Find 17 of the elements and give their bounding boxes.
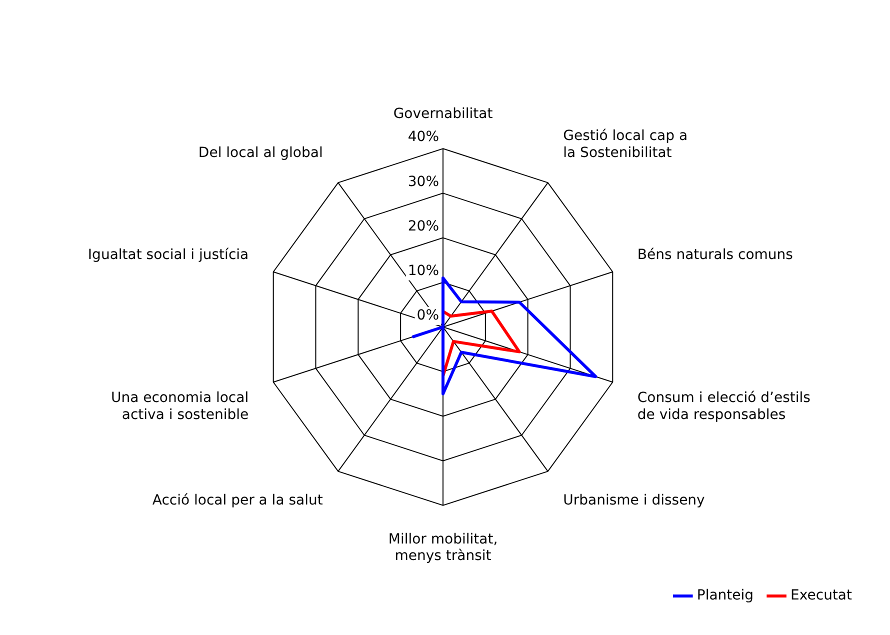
spoke-label: Consum i elecció d’estils de vida responsables <box>637 390 810 424</box>
y-tick-label: 30% <box>408 174 439 190</box>
spoke-label: Béns naturals comuns <box>637 247 793 264</box>
legend-label: Planteig <box>696 588 754 604</box>
spoke-label: Urbanisme i disseny <box>563 492 705 508</box>
spoke-label: Una economia local activa i sostenible <box>110 390 249 424</box>
spoke-label: Del local al global <box>198 144 323 161</box>
spoke-label: Igualtat social i justícia <box>88 247 249 264</box>
spoke-label: Governabilitat <box>393 106 494 122</box>
y-tick-label: 20% <box>408 218 439 234</box>
spoke-label: Millor mobilitat, menys trànsit <box>388 531 498 564</box>
spoke-label: Acció local per a la salut <box>152 492 324 508</box>
y-tick-label: 0% <box>416 308 439 324</box>
y-tick-label: 40% <box>408 129 439 146</box>
y-tick-label: 10% <box>408 263 439 280</box>
legend-label: Executat <box>790 588 853 604</box>
spoke-label: Gestió local cap a la Sostenibilitat <box>563 128 688 161</box>
